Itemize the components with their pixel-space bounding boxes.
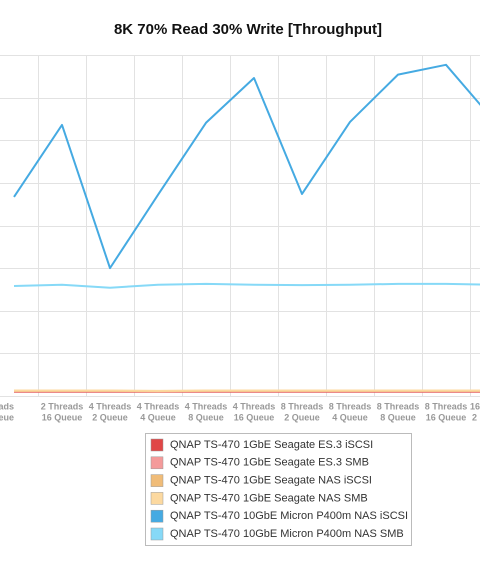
legend-label: QNAP TS-470 10GbE Micron P400m NAS iSCSI bbox=[170, 510, 408, 522]
x-tick-label: 8 Threads bbox=[377, 401, 420, 411]
x-tick-label: 2 Queue bbox=[284, 412, 320, 422]
chart-title: 8K 70% Read 30% Write [Throughput] bbox=[114, 21, 382, 38]
x-tick-label: 2 Threads bbox=[41, 401, 84, 411]
legend-box bbox=[145, 433, 412, 546]
x-tick-label: 8 Queue bbox=[380, 412, 416, 422]
x-tick-label: 2 bbox=[472, 412, 477, 422]
legend-label: QNAP TS-470 1GbE Seagate ES.3 SMB bbox=[170, 457, 369, 469]
x-tick-label: 4 Threads bbox=[185, 401, 228, 411]
x-tick-label: 8 Threads bbox=[281, 401, 324, 411]
x-tick-label: 16 Queue bbox=[234, 412, 275, 422]
legend-swatch bbox=[150, 474, 164, 487]
x-tick-label: 16 Queue bbox=[426, 412, 467, 422]
x-tick-label: 4 Threads bbox=[233, 401, 276, 411]
legend-swatch bbox=[150, 527, 164, 541]
legend-swatch bbox=[150, 438, 164, 452]
legend-label: QNAP TS-470 1GbE Seagate ES.3 iSCSI bbox=[170, 439, 373, 451]
x-tick-label: Queue bbox=[0, 412, 14, 422]
legend-label: QNAP TS-470 1GbE Seagate NAS iSCSI bbox=[170, 475, 372, 487]
legend-swatch bbox=[150, 509, 164, 523]
x-tick-label: 4 Queue bbox=[332, 412, 368, 422]
x-tick-label: 8 Queue bbox=[188, 412, 224, 422]
x-tick-label: 8 Threads bbox=[425, 401, 468, 411]
x-tick-label: 4 Threads bbox=[89, 401, 132, 411]
x-tick-label: 16 bbox=[470, 401, 480, 411]
x-tick-label: 4 Threads bbox=[137, 401, 180, 411]
legend-label: QNAP TS-470 1GbE Seagate NAS SMB bbox=[170, 492, 368, 504]
series-line bbox=[13, 63, 480, 270]
x-tick-label: Threads bbox=[0, 401, 14, 411]
series-line bbox=[13, 282, 480, 289]
x-tick-label: 8 Threads bbox=[329, 401, 372, 411]
x-tick-label: 16 Queue bbox=[42, 412, 83, 422]
legend-label: QNAP TS-470 10GbE Micron P400m NAS SMB bbox=[170, 528, 404, 540]
legend-swatch bbox=[150, 492, 164, 505]
legend-swatch bbox=[150, 456, 164, 470]
x-tick-label: 4 Queue bbox=[140, 412, 176, 422]
x-tick-label: 2 Queue bbox=[92, 412, 128, 422]
